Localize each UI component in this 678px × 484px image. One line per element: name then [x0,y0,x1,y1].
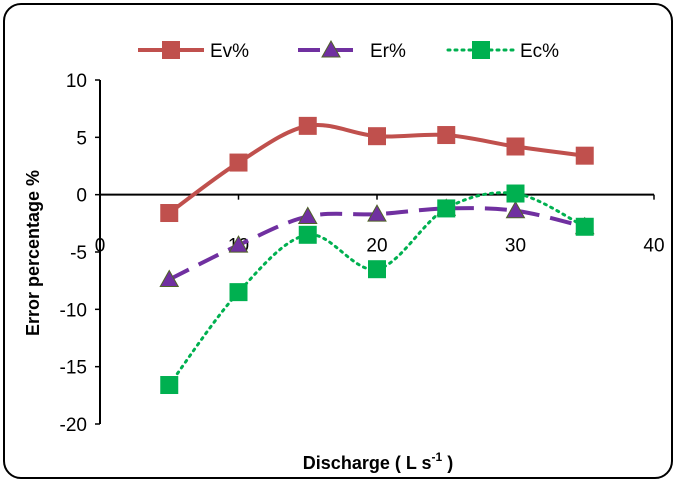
data-point [575,146,594,165]
legend-label: Ev% [210,41,249,62]
legend-item: Er% [298,39,406,62]
series-ec [160,184,594,395]
data-point [575,217,594,236]
data-point [505,200,526,219]
data-point [506,184,525,203]
legend-label: Ec% [520,41,559,62]
y-tick-label: 10 [66,71,87,92]
legend-marker [162,41,180,59]
y-tick-label: -15 [60,358,87,379]
data-point [160,204,179,223]
data-point [298,116,317,135]
data-point [437,199,456,218]
data-point [368,127,386,146]
y-tick-label: 0 [76,186,87,207]
data-point [367,204,387,222]
data-point [368,260,386,279]
legend-item: Ev% [138,41,249,62]
data-point [437,126,456,145]
legend-label: Er% [370,41,406,62]
x-axis-title-end: ) [442,453,453,473]
y-axis: 10 5 0 -5 -10 -15 -20 [60,71,101,436]
data-point [229,283,248,302]
y-tick-label: 5 [76,128,87,149]
x-tick-label: 0 [95,236,106,257]
y-axis-title: Error percentage % [23,170,43,336]
x-tick-label: 20 [366,236,387,257]
legend-marker [472,41,490,59]
y-tick-label: -20 [60,415,87,436]
y-tick-label: -10 [60,300,87,321]
data-point [298,225,317,244]
data-point [229,153,248,172]
series-ev [160,116,594,223]
x-axis-title-superscript: -1 [432,450,443,464]
data-point [297,206,318,224]
series-layer [159,116,595,395]
x-axis-title: Discharge ( L s-1 ) [303,450,453,473]
x-tick-label: 30 [505,236,526,257]
legend-marker [321,39,341,58]
x-tick-label: 40 [643,236,664,257]
chart-frame [3,3,673,479]
legend-item: Ec% [446,41,559,62]
x-axis-title-main: Discharge ( L s [303,453,432,473]
y-tick-label: -5 [70,243,87,264]
data-point [159,269,180,288]
legend: Ev% Er% Ec% [138,39,559,62]
data-point [160,376,179,395]
data-point [228,235,249,253]
data-point [506,137,525,156]
